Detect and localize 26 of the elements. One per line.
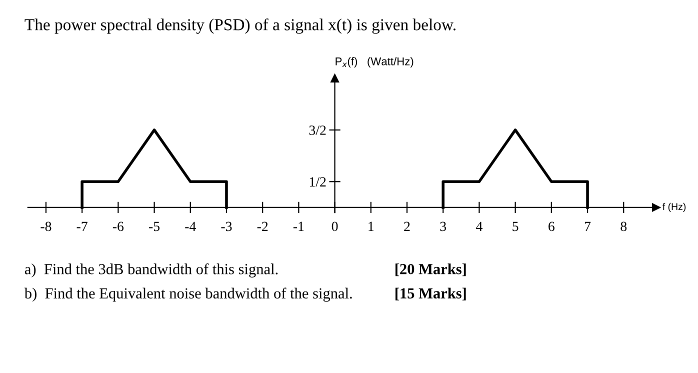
y-tick-label: 3/2 <box>309 126 326 135</box>
x-tick-label: 6 <box>548 222 554 232</box>
text: b) Find the Equivalent noise bandwidth of the signal. <box>24 288 352 302</box>
x-tick-label: 0 <box>332 222 338 232</box>
x-tick-label: 3 <box>440 222 446 232</box>
x-tick-label: 2 <box>404 222 410 231</box>
x-tick-label: 8 <box>620 222 627 232</box>
x-axis-title: f (Hz) <box>662 202 686 212</box>
text: [15 Marks] <box>396 288 466 300</box>
x-tick-label: -1 <box>293 222 304 231</box>
x-tick-label: -4 <box>185 222 196 231</box>
x-tick-label: -2 <box>257 222 268 231</box>
y-axis-title: P$_{x}$(f) (Watt/Hz) <box>336 57 414 68</box>
x-tick-label: 4 <box>476 222 482 231</box>
x-tick-label: -5 <box>149 222 160 232</box>
x-tick-label: 5 <box>512 222 518 232</box>
x-tick-label: -3 <box>221 222 232 232</box>
text: [20 Marks] <box>396 263 466 276</box>
x-tick-label: 7 <box>584 222 591 231</box>
chart-title: The power spectral density (PSD) of a signal x(t) is given below. <box>24 18 456 34</box>
text: a) Find the 3dB bandwidth of this signal. <box>24 263 278 278</box>
x-tick-label: -7 <box>76 222 88 231</box>
x-tick-label: -8 <box>40 222 52 232</box>
y-tick-label: 1/2 <box>310 177 326 187</box>
x-tick-label: 1 <box>368 222 374 231</box>
x-tick-label: -6 <box>112 222 124 232</box>
